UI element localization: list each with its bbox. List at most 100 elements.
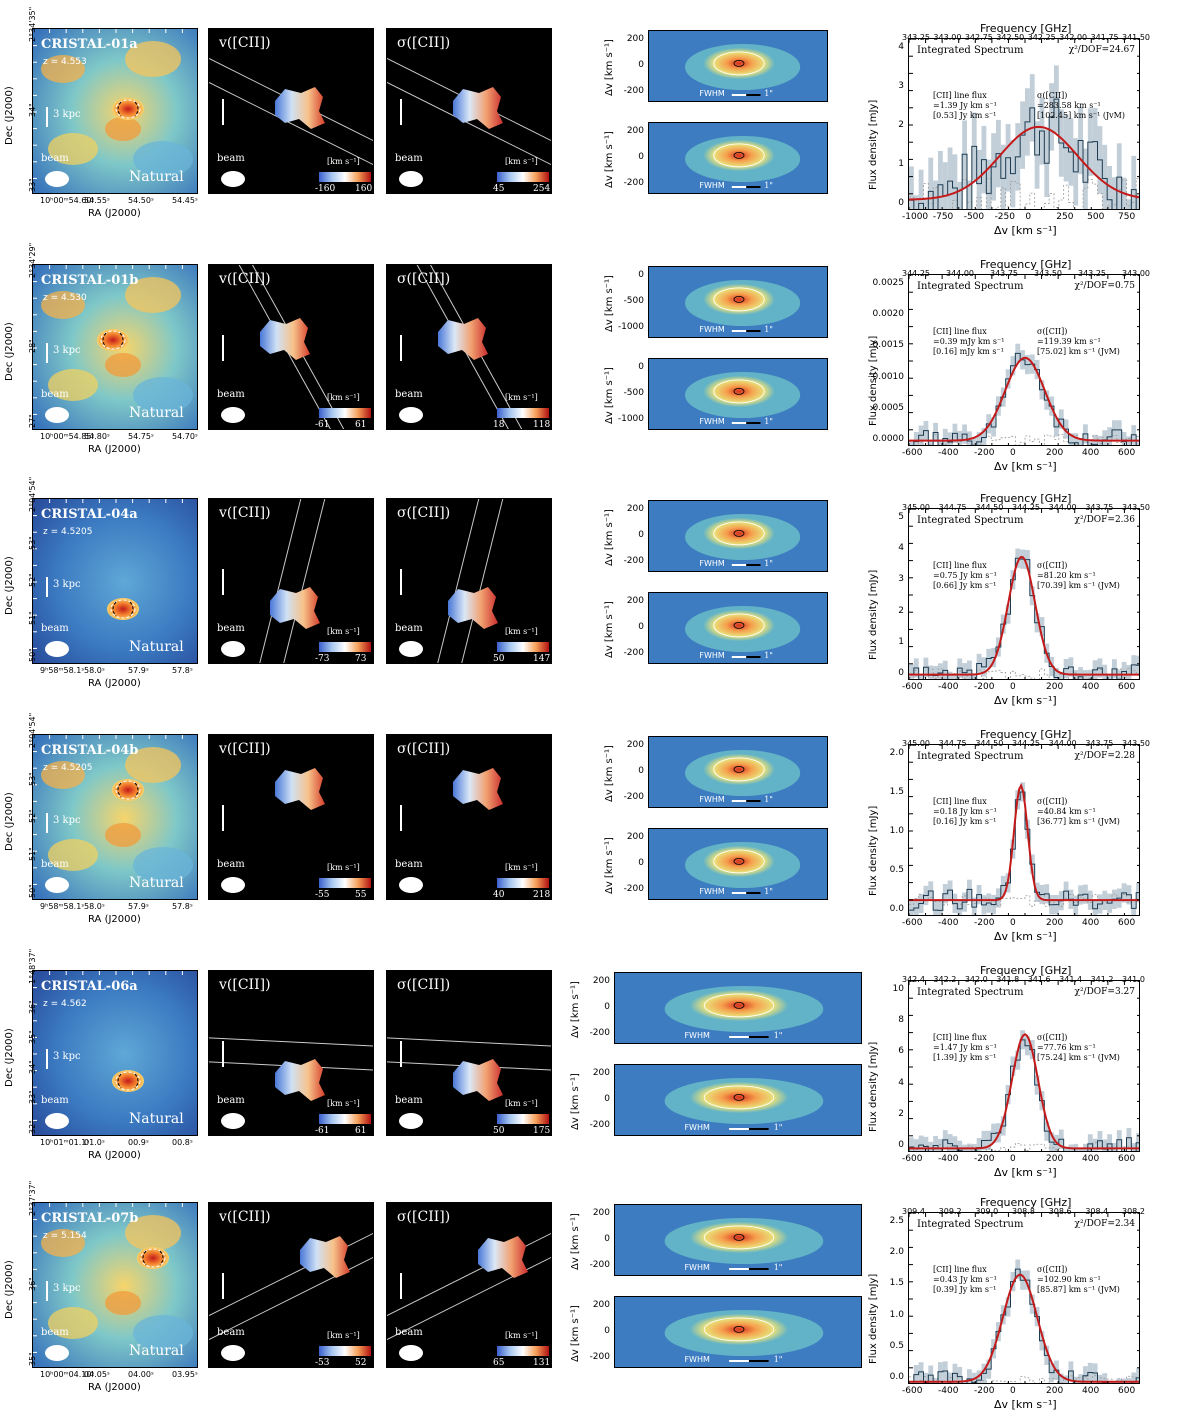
frequency-tick: 343.00 <box>1122 269 1150 278</box>
scale-label: 3 kpc <box>53 1051 81 1062</box>
slit-line <box>209 82 373 166</box>
pv-minor-axis: FWHM 1" <box>648 592 828 664</box>
pv-tick: 0 <box>604 1234 610 1244</box>
emission-patch <box>105 117 141 141</box>
frequency-tick: 344.75 <box>938 739 967 748</box>
source-kinematics <box>478 1236 528 1278</box>
frequency-tick: 344.00 <box>1048 503 1077 512</box>
residual-spectrum <box>913 1142 1139 1151</box>
scale-label: 3 kpc <box>53 109 81 120</box>
frequency-tick: 343.50 <box>1122 503 1150 512</box>
flux-tick: 10 <box>892 984 904 994</box>
beam-ellipse <box>45 877 69 893</box>
spectrum-title: Integrated Spectrum <box>917 281 1024 292</box>
error-band <box>976 149 982 209</box>
source-kinematics <box>275 87 325 129</box>
error-band <box>1116 143 1122 209</box>
error-band <box>1092 1138 1098 1151</box>
row-cristal-01b: CRISTAL-01b z = 4.530 3 kpc beam Natural 2°34… <box>0 243 1200 488</box>
ra-tick: 00.8ˢ <box>172 1138 193 1147</box>
aperture-black-left <box>142 1250 147 1266</box>
pv-axis-label: Δv [km s⁻¹] <box>604 367 615 424</box>
error-band <box>913 195 919 209</box>
source-kinematics <box>453 768 503 810</box>
pv-contour-black <box>733 858 745 865</box>
pv-tick: 0 <box>604 1094 610 1104</box>
flux-tick: 5 <box>898 512 904 522</box>
source-name: CRISTAL-06a <box>41 979 138 994</box>
error-band <box>957 181 963 209</box>
moment0-map: CRISTAL-06a z = 4.562 3 kpc beam Natural <box>32 970 198 1136</box>
flux-tick: 6 <box>898 1046 904 1057</box>
slit-line <box>209 1037 373 1047</box>
error-band <box>1126 199 1132 209</box>
dec-tick: 33" <box>28 1090 37 1104</box>
dec-tick: 35" <box>28 1352 37 1366</box>
frequency-tick: 341.75 <box>1090 33 1119 42</box>
flux-tick: 8 <box>898 1015 904 1026</box>
error-band <box>1102 1139 1108 1151</box>
slit-line <box>387 1232 551 1316</box>
source-emission <box>137 1247 169 1269</box>
redshift: z = 5.154 <box>43 1231 87 1241</box>
error-band <box>1136 441 1139 445</box>
fwhm-label: FWHM <box>684 1263 710 1272</box>
error-band <box>918 674 924 679</box>
dv-tick: 600 <box>1118 1154 1136 1164</box>
flux-axis-label: Flux density [mJy] <box>868 569 879 660</box>
frequency-tick: 343.75 <box>990 269 1018 278</box>
error-band <box>1000 144 1006 209</box>
pv-tick: -200 <box>623 556 644 566</box>
pv-major-axis: FWHM 1" <box>648 30 828 102</box>
beam-ellipse <box>399 1113 423 1129</box>
pv-tick: 0 <box>638 858 644 868</box>
pv-minor-axis: FWHM 1" <box>648 828 828 900</box>
beam-label: beam <box>395 389 423 400</box>
frequency-tick: 309.0 <box>975 1207 999 1216</box>
dec-tick: 2°34'35" <box>28 6 37 42</box>
beam-ellipse <box>221 171 245 187</box>
beam-ellipse <box>399 877 423 893</box>
pv-tick: 200 <box>592 976 610 986</box>
redshift: z = 4.562 <box>43 999 87 1009</box>
pv-tick: 200 <box>592 1208 610 1218</box>
emission-patch <box>133 141 193 177</box>
moment0-map: CRISTAL-04b z = 4.5205 3 kpc beam Natural <box>32 734 198 900</box>
pv-contour-black <box>733 296 745 303</box>
sigma-title: σ([CII]) <box>1037 561 1068 570</box>
pv-axis-label: Δv [km s⁻¹] <box>604 509 615 566</box>
flux-tick: 0.0020 <box>872 309 905 320</box>
pv-tick: 200 <box>626 740 644 750</box>
error-band <box>909 1137 914 1151</box>
pv-major-axis: FWHM 1" <box>614 1204 862 1276</box>
pv-tick: -200 <box>623 648 644 658</box>
pv-tick: 200 <box>626 596 644 606</box>
dv-tick: 500 <box>1087 212 1105 222</box>
velocity-map: v([CII]) beam [km s⁻¹] -73 73 <box>208 498 374 664</box>
error-band <box>1092 899 1098 915</box>
fwhm-label: FWHM <box>684 1031 710 1040</box>
beam-label: beam <box>395 623 423 634</box>
error-band <box>947 432 953 445</box>
ra-tick: 10ʰ00ᵐ54.85ˢ <box>40 432 95 441</box>
frequency-tick: 345.00 <box>902 503 930 512</box>
dv-tick: -1000 <box>902 212 929 222</box>
source-name: CRISTAL-01b <box>41 273 139 288</box>
frequency-axis-label: Frequency [GHz] <box>980 258 1072 271</box>
pv-major-axis: FWHM 1" <box>648 736 828 808</box>
colorbar-unit: [km s⁻¹] <box>327 1331 360 1340</box>
source-emission <box>112 779 144 801</box>
flux-tick: 3 <box>898 81 904 91</box>
pv-contour-white <box>703 1225 775 1250</box>
error-band <box>971 897 977 915</box>
pv-minor-axis: FWHM 1" <box>614 1296 862 1368</box>
beam-label: beam <box>41 1327 69 1338</box>
flux-tick: 0.5 <box>889 1340 904 1351</box>
error-band <box>938 151 943 209</box>
residual-spectrum <box>909 434 1139 445</box>
pv-contour-white <box>713 757 765 782</box>
weighting-label: Natural <box>129 639 184 655</box>
colorbar <box>497 878 549 888</box>
slit-line <box>437 499 480 663</box>
error-band <box>928 1141 934 1151</box>
